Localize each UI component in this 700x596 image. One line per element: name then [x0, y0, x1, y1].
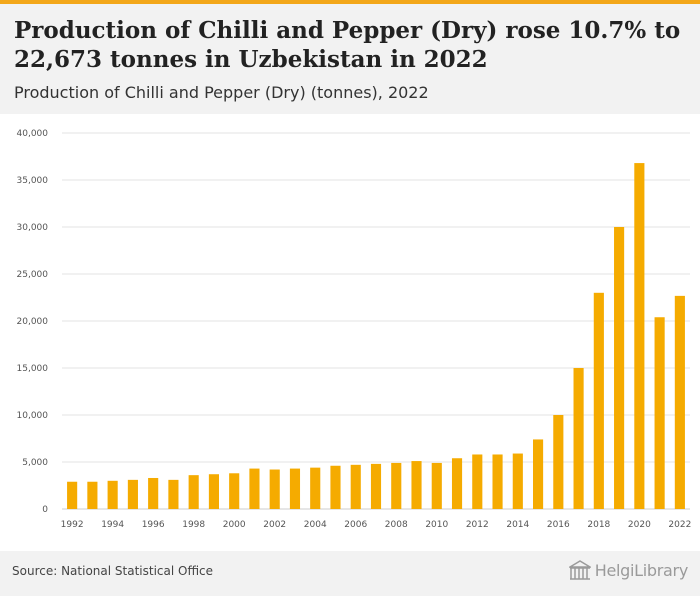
bar-1995[interactable] [127, 479, 138, 509]
y-tick-label: 35,000 [17, 176, 49, 186]
bar-2005[interactable] [330, 465, 341, 509]
bar-2010[interactable] [431, 462, 442, 509]
bar-1997[interactable] [168, 479, 179, 509]
y-tick-label: 25,000 [17, 270, 49, 280]
library-building-icon [568, 560, 591, 580]
x-tick-label: 1996 [142, 520, 165, 530]
bar-2022[interactable] [674, 295, 685, 509]
y-tick-label: 20,000 [17, 317, 49, 327]
chart-footer: Source: National Statistical Office Helg… [0, 551, 700, 596]
x-tick-label: 2002 [263, 520, 286, 530]
y-tick-label: 5,000 [22, 458, 48, 468]
x-tick-label: 1994 [101, 520, 124, 530]
y-tick-label: 40,000 [17, 129, 49, 139]
bar-2008[interactable] [391, 462, 402, 509]
bar-1992[interactable] [67, 481, 78, 509]
bar-2017[interactable] [573, 368, 584, 509]
x-tick-label: 1992 [61, 520, 84, 530]
bar-2015[interactable] [533, 439, 544, 509]
grid-lines [62, 132, 690, 510]
x-tick-label: 2008 [385, 520, 408, 530]
bar-2019[interactable] [614, 227, 625, 509]
bar-2011[interactable] [451, 458, 463, 509]
x-tick-label: 2000 [223, 520, 246, 530]
accent-bar [0, 0, 700, 4]
bar-1993[interactable] [87, 481, 98, 509]
bar-chart: 0 5,000 10,000 15,000 20,000 25,000 30,000 35,0… [17, 129, 692, 530]
bar-2021[interactable] [654, 317, 665, 509]
bar-2001[interactable] [249, 468, 260, 509]
y-axis-ticks: 0 5,000 10,000 15,000 20,000 25,000 30,000 35,0… [17, 129, 49, 515]
bar-2003[interactable] [289, 468, 301, 509]
bar-1996[interactable] [148, 477, 159, 509]
bar-1998[interactable] [188, 475, 199, 509]
y-tick-label: 15,000 [17, 364, 49, 374]
chart-header: Production of Chilli and Pepper (Dry) ro… [0, 4, 700, 114]
x-tick-label: 2020 [628, 520, 651, 530]
y-tick-label: 0 [42, 505, 48, 515]
x-tick-label: 2006 [344, 520, 367, 530]
helgi-library-logo[interactable]: HelgiLibrary [568, 560, 689, 580]
bars [67, 163, 685, 509]
x-tick-label: 2004 [304, 520, 327, 530]
x-axis-ticks: 1992 1994 1996 1998 2000 2002 2004 2006 2008 2010… [61, 520, 692, 530]
y-tick-label: 10,000 [17, 411, 49, 421]
chart-subtitle: Production of Chilli and Pepper (Dry) (t… [14, 83, 429, 102]
x-tick-label: 2014 [506, 520, 529, 530]
bar-2007[interactable] [370, 463, 382, 509]
bar-2009[interactable] [411, 461, 422, 509]
bar-2004[interactable] [310, 467, 321, 509]
bar-2012[interactable] [472, 454, 483, 509]
x-tick-label: 2022 [668, 520, 691, 530]
logo-text: HelgiLibrary [594, 560, 689, 580]
bar-2020[interactable] [634, 163, 645, 509]
bar-2018[interactable] [593, 292, 604, 509]
bar-2002[interactable] [269, 469, 280, 509]
x-tick-label: 2010 [425, 520, 448, 530]
source-note: Source: National Statistical Office [12, 564, 214, 578]
x-tick-label: 2018 [587, 520, 610, 530]
bar-2016[interactable] [553, 415, 564, 509]
y-tick-label: 30,000 [17, 223, 49, 233]
x-tick-label: 1998 [182, 520, 205, 530]
bar-2013[interactable] [492, 454, 503, 509]
bar-2006[interactable] [350, 464, 361, 509]
chart-title: Production of Chilli and Pepper (Dry) ro… [14, 17, 681, 73]
x-tick-label: 2012 [466, 520, 489, 530]
bar-1994[interactable] [107, 480, 118, 509]
bar-1999[interactable] [208, 474, 219, 509]
bar-2014[interactable] [512, 453, 523, 509]
bar-2000[interactable] [229, 473, 240, 509]
x-tick-label: 2016 [547, 520, 570, 530]
